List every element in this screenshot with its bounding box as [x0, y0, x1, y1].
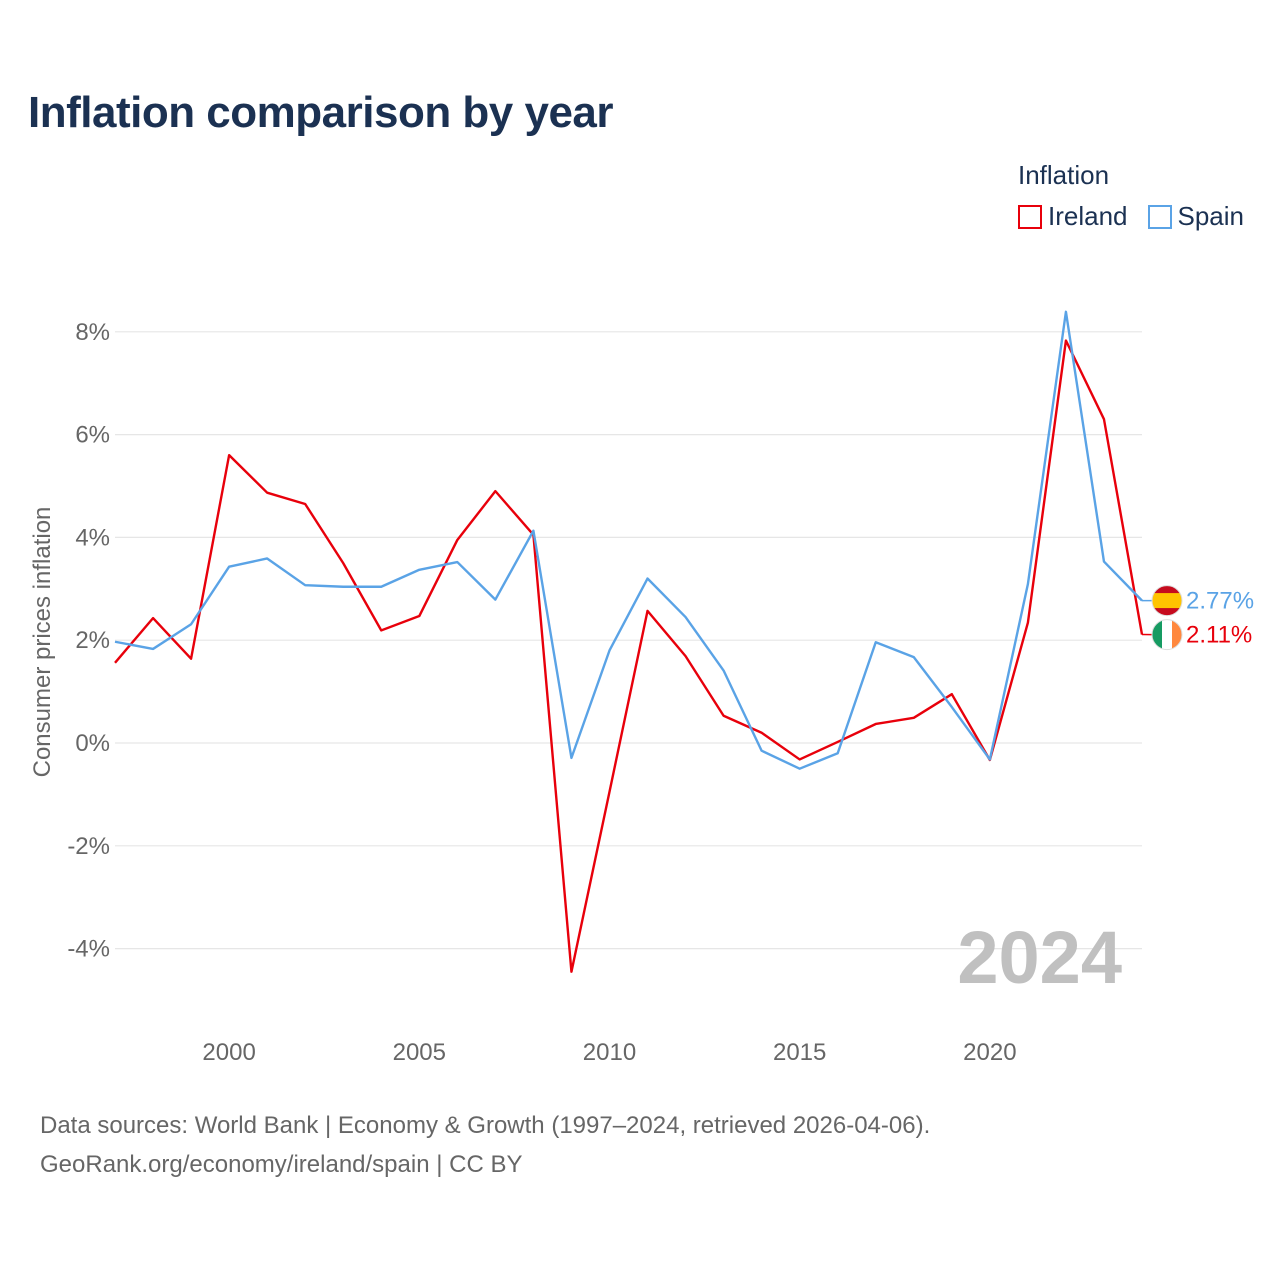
footer-source: Data sources: World Bank | Economy & Gro…	[40, 1112, 931, 1139]
legend-label-ireland: Ireland	[1048, 201, 1128, 231]
end-labels: 2.77% 2.11%	[1141, 585, 1254, 651]
chart-title: Inflation comparison by year	[28, 88, 614, 137]
end-value-spain: 2.77%	[1186, 588, 1254, 615]
grid	[115, 331, 1142, 950]
y-tick-label: -2%	[67, 833, 110, 860]
legend-title: Inflation	[1018, 160, 1110, 190]
y-tick-label: 8%	[75, 319, 110, 346]
legend-item-ireland[interactable]: Ireland	[1018, 201, 1128, 232]
series-line-ireland	[114, 339, 1144, 973]
end-value-ireland: 2.11%	[1186, 622, 1252, 649]
x-tick-label: 2020	[963, 1039, 1016, 1066]
legend-swatch-ireland	[1018, 204, 1042, 229]
legend-swatch-spain	[1147, 204, 1172, 229]
x-tick-label: 2010	[583, 1039, 636, 1066]
y-axis-label: Consumer prices inflation	[29, 507, 56, 778]
y-tick-label: 2%	[75, 627, 110, 654]
x-axis-ticks: 2000 2005 2010 2015 2020	[202, 1039, 1016, 1066]
y-axis-ticks: -4% -2% 0% 2% 4% 6% 8%	[67, 319, 110, 963]
y-tick-label: -4%	[67, 936, 110, 963]
footer-credit: GeoRank.org/economy/ireland/spain | CC B…	[40, 1151, 523, 1178]
legend: Inflation Ireland Spain	[1018, 160, 1244, 232]
y-tick-label: 6%	[75, 422, 110, 449]
watermark-year: 2024	[957, 916, 1122, 999]
footer: Data sources: World Bank | Economy & Gro…	[40, 1106, 930, 1184]
ireland-flag-icon	[1152, 619, 1182, 650]
legend-label-spain: Spain	[1177, 201, 1245, 231]
x-tick-label: 2015	[773, 1039, 826, 1066]
legend-item-spain[interactable]: Spain	[1147, 201, 1245, 232]
y-tick-label: 4%	[75, 524, 110, 551]
series-line-spain	[114, 310, 1143, 770]
y-tick-label: 0%	[75, 730, 110, 757]
line-chart: 2024 -4%-2%0%2%4%6%8% 2000 2005 2010 2015 20…	[29, 310, 1254, 1066]
x-tick-label: 2005	[393, 1039, 446, 1066]
x-tick-label: 2000	[202, 1039, 255, 1066]
series	[114, 310, 1144, 973]
spain-flag-icon	[1152, 585, 1182, 616]
